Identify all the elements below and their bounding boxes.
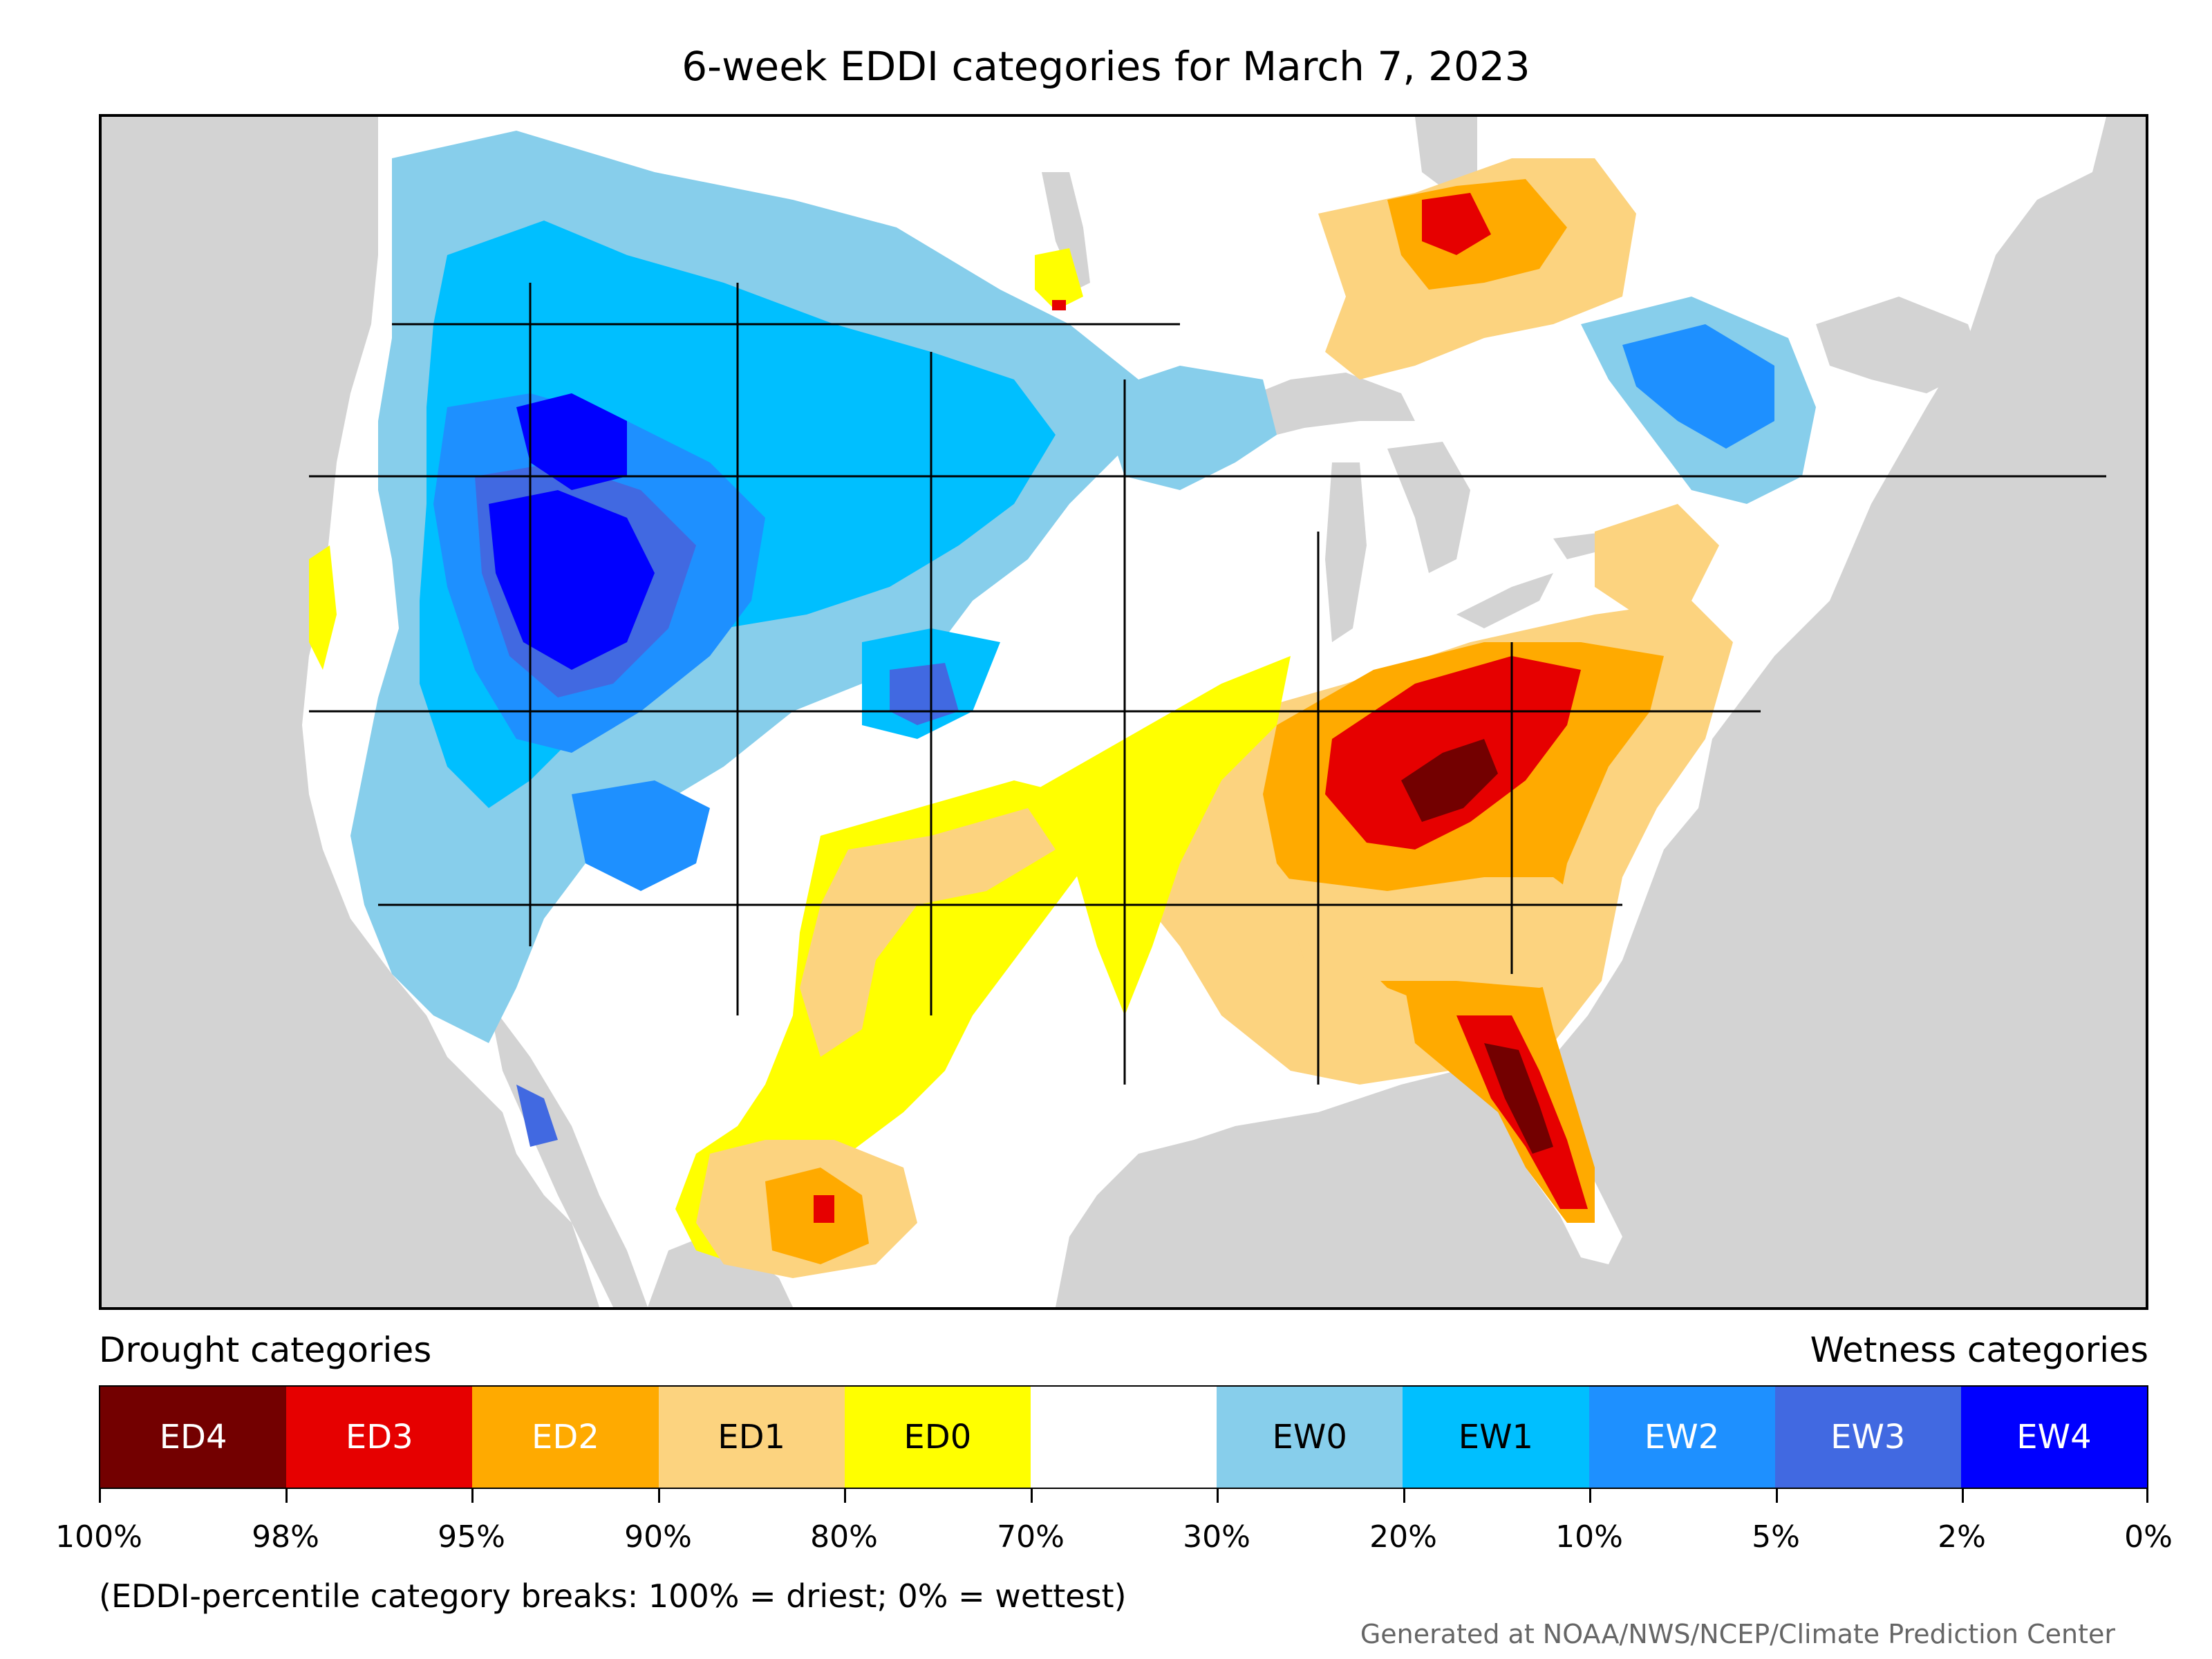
colorbar-tick-label: 2%	[1938, 1519, 1986, 1555]
colorbar-tick	[2146, 1489, 2148, 1503]
lake-michigan	[1325, 462, 1367, 642]
colorbar-tick	[1403, 1489, 1405, 1503]
colorbar-tick-label: 70%	[997, 1519, 1065, 1555]
colorbar-tick	[99, 1489, 101, 1503]
colorbar-ticks	[99, 1489, 2148, 1503]
wetness-categories-heading: Wetness categories	[1810, 1330, 2148, 1370]
colorbar-segment-ed2: ED2	[472, 1387, 659, 1488]
colorbar-tick-label: 98%	[252, 1519, 319, 1555]
colorbar-segment-ew2: EW2	[1588, 1387, 1775, 1488]
colorbar-segment-ed1: ED1	[658, 1387, 845, 1488]
drought-categories-heading: Drought categories	[99, 1330, 432, 1370]
colorbar-segment-ew0: EW0	[1217, 1387, 1403, 1488]
colorbar-tick-label: 90%	[624, 1519, 692, 1555]
colorbar-tick-label: 95%	[438, 1519, 505, 1555]
lake-erie	[1456, 573, 1553, 628]
colorbar-tick	[1031, 1489, 1033, 1503]
colorbar-tick-label: 20%	[1369, 1519, 1437, 1555]
eddi-map	[99, 114, 2148, 1310]
colorbar-segment-ew1: EW1	[1403, 1387, 1589, 1488]
credit-line: Generated at NOAA/NWS/NCEP/Climate Predi…	[1360, 1619, 2115, 1649]
colorbar-tick	[1589, 1489, 1591, 1503]
lake-huron	[1387, 442, 1470, 573]
colorbar-tick-label: 5%	[1752, 1519, 1800, 1555]
colorbar-tick-label: 10%	[1555, 1519, 1623, 1555]
colorbar-tick-label: 80%	[810, 1519, 878, 1555]
colorbar-segment-neutral	[1030, 1387, 1217, 1488]
colorbar-tick	[285, 1489, 288, 1503]
category-breaks-note: (EDDI-percentile category breaks: 100% =…	[99, 1577, 1127, 1615]
category-colorbar: ED4 ED3 ED2 ED1 ED0 EW0 EW1 EW2 EW3 EW4	[99, 1385, 2148, 1489]
colorbar-tick-labels: 100% 98% 95% 90% 80% 70% 30% 20% 10% 5% 2% 0%	[55, 1519, 2173, 1561]
colorbar-tick	[471, 1489, 474, 1503]
colorbar-tick	[1217, 1489, 1219, 1503]
colorbar-segment-ed3: ED3	[286, 1387, 473, 1488]
colorbar-tick	[1776, 1489, 1778, 1503]
state-borders	[309, 283, 2106, 1085]
colorbar-segment-ed0: ED0	[844, 1387, 1031, 1488]
map-canvas	[102, 117, 2146, 1307]
colorbar-tick-label: 100%	[55, 1519, 142, 1555]
colorbar-segment-ew3: EW3	[1774, 1387, 1961, 1488]
map-title: 6-week EDDI categories for March 7, 2023	[682, 43, 1530, 90]
drought-patches	[309, 158, 1733, 1278]
colorbar-tick-label: 0%	[2124, 1519, 2173, 1555]
colorbar-tick-label: 30%	[1183, 1519, 1250, 1555]
colorbar-segment-ew4: EW4	[1960, 1387, 2148, 1488]
colorbar-segment-ed4: ED4	[100, 1387, 287, 1488]
colorbar-tick	[1962, 1489, 1964, 1503]
colorbar-tick	[844, 1489, 846, 1503]
colorbar-tick	[658, 1489, 660, 1503]
